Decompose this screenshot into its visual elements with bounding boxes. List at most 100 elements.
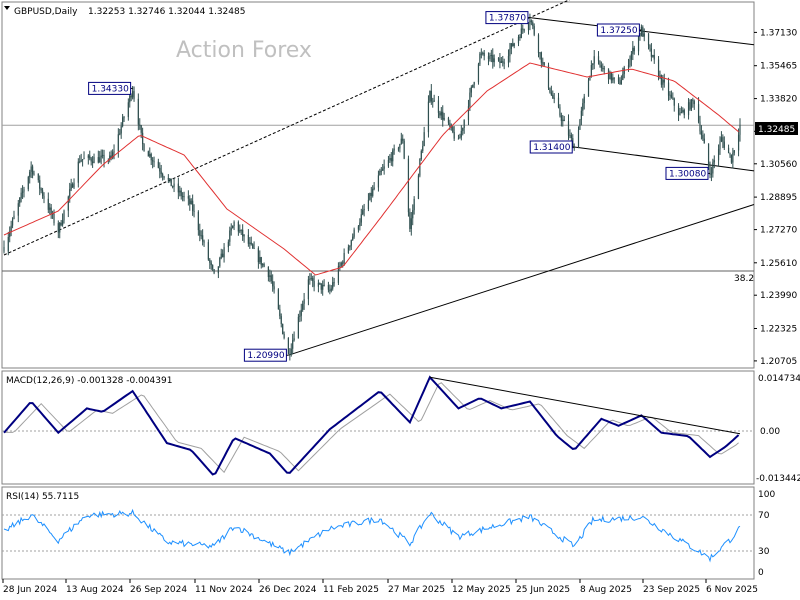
candle-body — [67, 196, 69, 211]
candle — [71, 182, 74, 188]
candle — [230, 223, 232, 236]
candle-body — [99, 157, 101, 163]
candle-body — [232, 225, 234, 229]
candle-body — [372, 188, 374, 196]
candle — [419, 158, 421, 178]
candle — [162, 172, 164, 181]
candle-body — [313, 281, 315, 287]
candle — [177, 177, 179, 200]
candle-body — [197, 211, 199, 231]
candle-body — [187, 196, 189, 199]
rsi-line — [3, 508, 741, 563]
candle-body — [733, 150, 735, 153]
candle — [19, 197, 21, 207]
candle — [189, 195, 191, 211]
candle — [113, 144, 115, 160]
candle-body — [193, 210, 195, 212]
candle-body — [180, 190, 182, 197]
candle — [373, 182, 375, 191]
candle-body — [323, 284, 325, 286]
candle-body — [227, 241, 229, 248]
candle — [462, 127, 464, 136]
candle — [372, 185, 374, 198]
candle — [469, 87, 471, 112]
macd-title: MACD(12,26,9) -0.001328 -0.004391 — [6, 376, 172, 386]
candle — [363, 203, 365, 217]
candle-body — [123, 117, 125, 119]
date-tick-label: 26 Sep 2024 — [130, 585, 187, 595]
candle — [300, 303, 302, 322]
candle-body — [217, 266, 219, 274]
candle-body — [317, 282, 320, 287]
candle — [682, 107, 684, 114]
macd-main-line — [3, 375, 740, 476]
swing-text: 1.31400 — [533, 143, 570, 153]
moving-average — [3, 62, 739, 276]
candle — [537, 33, 540, 58]
candle — [727, 144, 730, 154]
candle — [609, 70, 611, 80]
candle — [443, 112, 445, 121]
candle — [163, 175, 165, 180]
candle — [399, 143, 401, 153]
candle — [412, 204, 414, 226]
candle-body — [720, 137, 723, 142]
candle — [83, 151, 85, 160]
candle-body — [30, 166, 32, 172]
candle — [423, 126, 425, 147]
candle — [497, 57, 500, 62]
candle — [129, 92, 131, 108]
candle-body — [649, 45, 651, 49]
candle-body — [350, 240, 352, 246]
candle-body — [567, 121, 570, 136]
candle — [182, 192, 184, 202]
candle-body — [112, 152, 114, 158]
candle — [593, 50, 595, 70]
candle-body — [403, 140, 405, 159]
candle-body — [302, 303, 304, 310]
candle-body — [117, 134, 119, 152]
candle-body — [392, 150, 394, 162]
candle — [532, 20, 534, 30]
candle-body — [430, 90, 432, 102]
candle-body — [433, 100, 435, 102]
candle — [387, 155, 390, 168]
candle-body — [533, 26, 535, 35]
candle — [619, 77, 621, 85]
candle-body — [469, 92, 471, 107]
candle-body — [690, 99, 693, 110]
candle — [587, 77, 590, 97]
candle — [242, 224, 244, 241]
candle-body — [162, 174, 164, 177]
candle — [73, 178, 75, 190]
candle-body — [247, 234, 249, 244]
candle-body — [69, 189, 71, 197]
candle — [582, 98, 584, 116]
candle-body — [209, 259, 211, 263]
candle — [380, 167, 382, 176]
candle-body — [127, 102, 129, 118]
candle-body — [53, 213, 55, 224]
macd-lines — [3, 375, 741, 476]
candle — [622, 67, 624, 81]
date-tick-label: 12 May 2025 — [452, 585, 511, 595]
candle-body — [63, 210, 65, 221]
candle-body — [167, 177, 169, 180]
candle-body — [699, 121, 701, 132]
candle — [620, 75, 622, 85]
candle — [732, 147, 734, 169]
collapse-triangle-icon[interactable] — [4, 6, 10, 10]
candle-body — [707, 143, 710, 167]
candle-body — [550, 92, 552, 95]
candle — [579, 118, 581, 130]
candle — [577, 126, 580, 149]
candle — [353, 227, 355, 239]
candle — [473, 81, 475, 89]
candle — [323, 279, 325, 287]
candle — [719, 136, 721, 155]
candle-body — [387, 159, 390, 167]
candle — [463, 119, 465, 134]
candle-body — [7, 236, 9, 252]
candle — [400, 132, 402, 145]
